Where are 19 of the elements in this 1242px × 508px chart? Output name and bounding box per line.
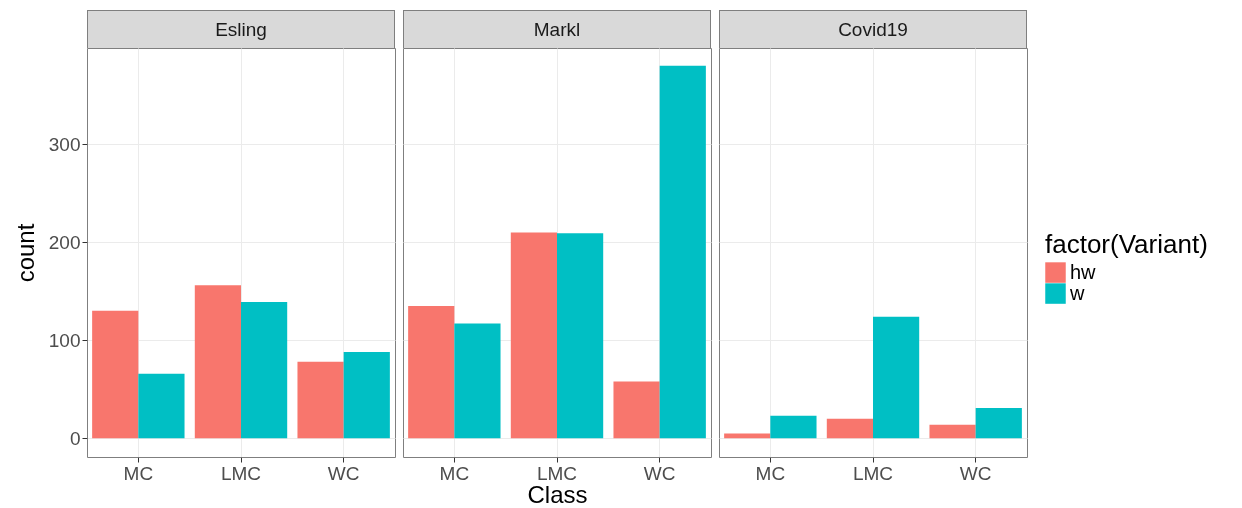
x-tick-label: LMC [220, 462, 262, 484]
x-tick-label: MC [755, 462, 786, 484]
legend-label: hw [1070, 260, 1097, 283]
y-tick-label: 200 [48, 231, 81, 253]
x-tick-label: WC [327, 462, 360, 484]
x-tick-label: WC [643, 462, 676, 484]
x-tick-label: MC [439, 462, 470, 484]
x-tick-label: WC [959, 462, 992, 484]
legend-label: w [1069, 281, 1085, 304]
x-tick-label: LMC [852, 462, 894, 484]
chart-title: Markl [403, 10, 711, 48]
chart-title: Esling [87, 10, 395, 48]
x-tick-label: MC [123, 462, 154, 484]
y-tick-label: 0 [69, 427, 81, 449]
y-axis-title: count [11, 223, 39, 283]
y-tick-label: 300 [48, 133, 81, 155]
y-tick-label: 100 [48, 329, 81, 351]
legend-title: factor(Variant) [1045, 229, 1208, 260]
chart-title: Covid19 [719, 10, 1027, 48]
